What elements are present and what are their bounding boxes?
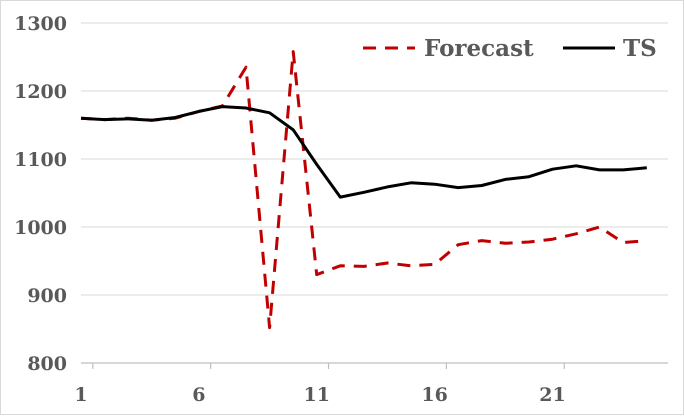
y-tick-label: 1100 [14,149,67,171]
x-tick-label: 1 [74,384,87,406]
y-tick-label: 1000 [14,217,67,239]
x-tick-label: 21 [539,384,565,406]
legend-label-ts: TS [623,35,657,62]
y-tick-label: 1200 [14,81,67,103]
gridlines [81,22,668,296]
series-line-forecast [80,50,647,330]
x-axis-tick-labels: 1 6 11 16 21 [74,384,565,406]
y-tick-label: 1300 [14,13,67,35]
y-tick-label: 800 [27,353,67,375]
y-axis-tick-labels: 800 900 1000 1100 1200 1300 [14,13,67,375]
legend: Forecast TS [363,35,657,62]
legend-label-forecast: Forecast [424,35,534,62]
series-lines [80,50,647,330]
series-line-ts [80,105,647,199]
axes [81,362,668,369]
x-tick-label: 6 [192,384,205,406]
x-tick-label: 11 [304,384,330,406]
x-tick-label: 16 [421,384,447,406]
y-tick-label: 900 [27,285,67,307]
